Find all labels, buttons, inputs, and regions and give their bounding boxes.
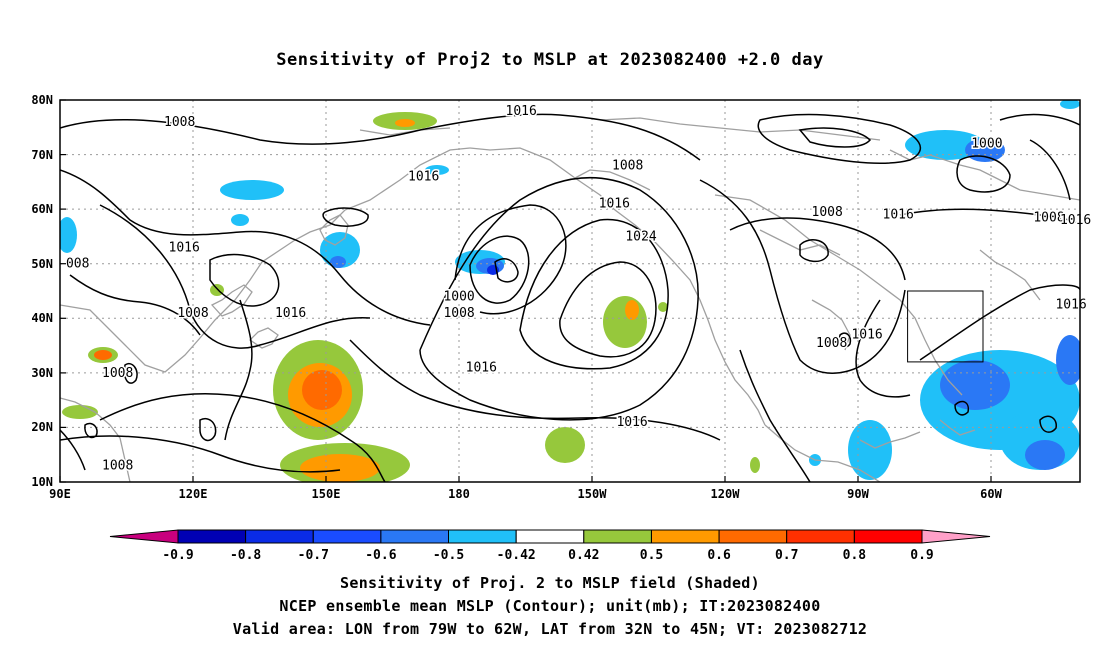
lon-label: 120W (711, 487, 741, 501)
contour-label: 1008 (1033, 210, 1064, 225)
longitude-labels: 90E 120E 150E 180 150W 120W 90W 60W (49, 487, 1002, 501)
map-gridlines (60, 100, 1080, 482)
contour-label: 1024 (625, 229, 656, 244)
colorbar-label: 0.9 (910, 548, 933, 563)
colorbar-label: 0.8 (843, 548, 867, 563)
latitude-labels: 80N 70N 60N 50N 40N 30N 20N 10N (31, 93, 53, 489)
coastlines (60, 117, 1080, 482)
lon-label: 90E (49, 487, 71, 501)
contour-label: 1000 (971, 137, 1002, 152)
colorbar-label: 0.42 (568, 548, 599, 563)
colorbar-label: -0.7 (298, 548, 329, 563)
contour-label: 1016 (275, 306, 306, 321)
colorbar-swatch (853, 529, 923, 544)
mslp-contours (60, 113, 1080, 482)
contour-label: 1016 (408, 169, 439, 184)
colorbar-label: -0.8 (230, 548, 261, 563)
contour-label: 1016 (616, 415, 647, 430)
colorbar-triangle-right (921, 529, 991, 544)
lon-label: 90W (847, 487, 869, 501)
lat-label: 30N (31, 366, 53, 380)
lat-label: 10N (31, 475, 53, 489)
figure-title: Sensitivity of Proj2 to MSLP at 20230824… (276, 50, 824, 70)
colorbar-swatch (786, 529, 855, 544)
axis-ticks (59, 99, 992, 483)
colorbar: -0.9 -0.8 -0.7 -0.6 -0.5 -0.42 0.42 0.5 0.6 0.7 0.… (109, 529, 991, 563)
lon-label: 180 (448, 487, 470, 501)
lon-label: 120E (179, 487, 208, 501)
lon-label: 60W (980, 487, 1002, 501)
contour-label: 1008 (164, 115, 195, 130)
colorbar-label: 0.7 (775, 548, 798, 563)
contour-label: 1016 (169, 240, 200, 255)
lat-label: 50N (31, 257, 53, 271)
colorbar-swatch (448, 529, 517, 544)
contour-label: 1016 (851, 328, 882, 343)
caption-line-1: Sensitivity of Proj. 2 to MSLP field (Sh… (340, 574, 760, 592)
lon-label: 150E (312, 487, 341, 501)
colorbar-label: -0.5 (433, 548, 464, 563)
colorbar-label: 0.6 (707, 548, 731, 563)
colorbar-label: -0.9 (162, 548, 193, 563)
contour-label: 1016 (1060, 213, 1091, 228)
colorbar-triangle-left (109, 529, 179, 544)
colorbar-label: -0.42 (497, 548, 536, 563)
contour-label: 1016 (599, 197, 630, 212)
contour-label: 1016 (506, 104, 537, 119)
contour-label: 1008 (443, 306, 474, 321)
contour-label: 1008 (177, 306, 208, 321)
colorbar-swatch (583, 529, 652, 544)
contour-label: 1008 (612, 159, 643, 174)
lat-label: 60N (31, 202, 53, 216)
contour-label: 1008 (102, 366, 133, 381)
contour-label: 1016 (466, 360, 497, 375)
map-frame (59, 99, 1081, 483)
contour-label: 1008 (812, 205, 843, 220)
lon-label: 150W (578, 487, 608, 501)
colorbar-swatch (515, 529, 585, 544)
colorbar-swatch (177, 529, 247, 544)
lat-label: 20N (31, 420, 53, 434)
caption-line-3: Valid area: LON from 79W to 62W, LAT fro… (232, 620, 868, 638)
lat-label: 70N (31, 148, 53, 162)
contour-label: 1008 (816, 336, 847, 351)
colorbar-swatch (245, 529, 314, 544)
contour-label: 1016 (1055, 298, 1086, 313)
lat-label: 80N (31, 93, 53, 107)
colorbar-swatch (718, 529, 788, 544)
colorbar-swatch (312, 529, 382, 544)
colorbar-label: -0.6 (365, 548, 396, 563)
contour-label: 1016 (883, 208, 914, 223)
colorbar-swatch (380, 529, 449, 544)
caption-line-2: NCEP ensemble mean MSLP (Contour); unit(… (279, 597, 821, 615)
lat-label: 40N (31, 311, 53, 325)
sensitivity-shading (60, 100, 1080, 482)
colorbar-swatch (651, 529, 720, 544)
valid-area-box (907, 290, 984, 363)
contour-label: 008 (66, 257, 89, 272)
contour-label: 1000 (443, 290, 474, 305)
colorbar-label: 0.5 (640, 548, 663, 563)
contour-label: 1008 (102, 459, 133, 474)
